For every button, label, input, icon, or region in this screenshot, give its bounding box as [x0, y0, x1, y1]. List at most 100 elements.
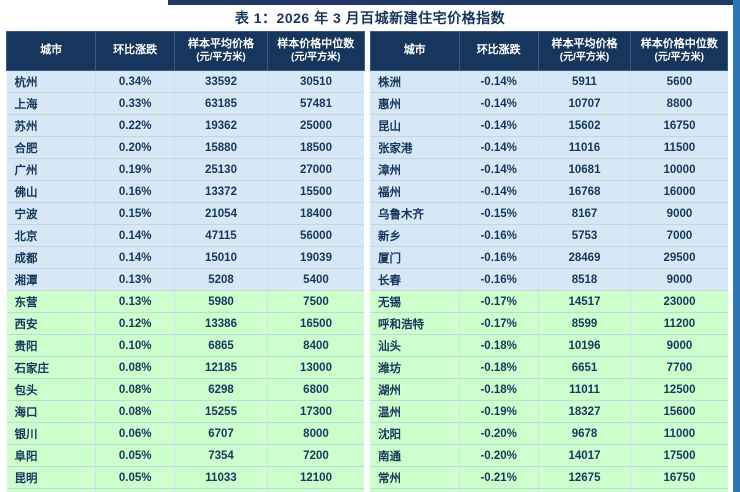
- right-border-strip: [733, 0, 740, 492]
- median-price-cell: 11200: [630, 312, 728, 335]
- city-cell: 宁波: [6, 202, 96, 225]
- city-cell: 温州: [370, 400, 460, 423]
- city-cell: 佛山: [6, 180, 96, 203]
- city-cell: 阜阳: [6, 444, 96, 467]
- change-cell: -0.16%: [458, 246, 539, 269]
- column-header: 样本平均价格 (元/平方米): [174, 31, 268, 71]
- city-cell: 福州: [370, 180, 460, 203]
- table-row: 成都 0.14% 15010 19039: [6, 246, 364, 269]
- table-row: 海口 0.08% 15255 17300: [6, 400, 364, 423]
- column-header: 城市: [5, 31, 97, 71]
- change-cell: -0.16%: [458, 224, 539, 247]
- median-price-cell: 12500: [630, 378, 728, 401]
- median-price-cell: 15500: [266, 180, 364, 203]
- avg-price-cell: 15010: [174, 246, 268, 269]
- change-cell: 0.10%: [95, 334, 175, 357]
- avg-price-cell: 21054: [174, 202, 268, 225]
- median-price-cell: 18500: [266, 136, 364, 159]
- median-price-cell: 19039: [266, 246, 364, 269]
- table-row: 重庆(主城区)0.04%1137113000: [6, 488, 364, 492]
- median-price-cell: 6950: [630, 488, 728, 492]
- median-price-cell: 7700: [630, 356, 728, 379]
- city-cell: 沈阳: [370, 422, 460, 445]
- avg-price-cell: 15602: [537, 114, 631, 137]
- avg-price-cell: 10196: [537, 334, 631, 357]
- table-row: 厦门 -0.16% 28469 29500: [370, 246, 728, 269]
- median-price-cell: 9000: [630, 334, 728, 357]
- price-index-table: 城市 环比涨跌 样本平均价格 (元/平方米) 样本价格中位数 (元/平方米) 株洲 -0.14…: [369, 31, 729, 492]
- city-cell: 昆明: [6, 466, 96, 489]
- change-cell: -0.18%: [458, 334, 539, 357]
- median-price-cell: 13000: [266, 356, 364, 379]
- avg-price-cell: 13386: [174, 312, 268, 335]
- column-header: 环比涨跌: [95, 31, 176, 71]
- median-price-cell: 8800: [630, 92, 728, 115]
- city-cell: 石家庄: [6, 356, 96, 379]
- table-row: 潍坊 -0.18% 6651 7700: [370, 356, 728, 379]
- table-row: 昆明 0.05% 11033 12100: [6, 466, 364, 489]
- city-cell: 常州: [370, 466, 460, 489]
- avg-price-cell: 6651: [537, 356, 631, 379]
- median-price-cell: 15600: [630, 400, 728, 423]
- avg-price-cell: 11016: [537, 136, 631, 159]
- city-cell: 湘潭: [6, 268, 96, 291]
- table-row: 沈阳 -0.20% 9678 11000: [370, 422, 728, 445]
- city-cell: 南通: [370, 444, 460, 467]
- avg-price-cell: 8167: [537, 202, 631, 225]
- city-cell: 北京: [6, 224, 96, 247]
- median-price-cell: 7200: [266, 444, 364, 467]
- change-cell: -0.14%: [458, 180, 539, 203]
- table-row: 南通 -0.20% 14017 17500: [370, 444, 728, 467]
- change-cell: 0.06%: [95, 422, 175, 445]
- change-cell: 0.14%: [95, 246, 175, 269]
- city-cell: 昆山: [370, 114, 460, 137]
- top-border-strip: [0, 0, 740, 5]
- avg-price-cell: 6557: [537, 488, 631, 492]
- avg-price-cell: 6707: [174, 422, 268, 445]
- column-header-unit: (元/平方米): [559, 51, 610, 63]
- city-cell: 新乡: [370, 224, 460, 247]
- avg-price-cell: 5980: [174, 290, 268, 313]
- avg-price-cell: 33592: [174, 70, 268, 93]
- table-row: 昆山 -0.14% 15602 16750: [370, 114, 728, 137]
- avg-price-cell: 5208: [174, 268, 268, 291]
- median-price-cell: 16750: [630, 466, 728, 489]
- city-cell: 乌鲁木齐: [370, 202, 460, 225]
- median-price-cell: 10000: [630, 158, 728, 181]
- column-header: 环比涨跌: [458, 31, 539, 71]
- change-cell: -0.18%: [458, 378, 539, 401]
- change-cell: -0.18%: [458, 356, 539, 379]
- table-row: 东营 0.13% 5980 7500: [6, 290, 364, 313]
- median-price-cell: 29500: [630, 246, 728, 269]
- change-cell: 0.05%: [95, 466, 175, 489]
- change-cell: -0.14%: [458, 92, 539, 115]
- change-cell: 0.08%: [95, 400, 175, 423]
- avg-price-cell: 10707: [537, 92, 631, 115]
- avg-price-cell: 14517: [537, 290, 631, 313]
- change-cell: -0.17%: [458, 290, 539, 313]
- avg-price-cell: 7354: [174, 444, 268, 467]
- column-header: 样本价格中位数 (元/平方米): [266, 31, 365, 71]
- avg-price-cell: 15255: [174, 400, 268, 423]
- median-price-cell: 30510: [266, 70, 364, 93]
- table-row: 无锡 -0.17% 14517 23000: [370, 290, 728, 313]
- avg-price-cell: 12675: [537, 466, 631, 489]
- avg-price-cell: 18327: [537, 400, 631, 423]
- change-cell: -0.19%: [458, 400, 539, 423]
- change-cell: 0.19%: [95, 158, 175, 181]
- median-price-cell: 27000: [266, 158, 364, 181]
- median-price-cell: 11500: [630, 136, 728, 159]
- table-row: 德州-0.21%65576950: [370, 488, 728, 492]
- median-price-cell: 56000: [266, 224, 364, 247]
- median-price-cell: 16000: [630, 180, 728, 203]
- avg-price-cell: 19362: [174, 114, 268, 137]
- table-row: 汕头 -0.18% 10196 9000: [370, 334, 728, 357]
- change-cell: 0.13%: [95, 290, 175, 313]
- table-row: 张家港 -0.14% 11016 11500: [370, 136, 728, 159]
- table-title: 表 1：2026 年 3 月百城新建住宅价格指数: [234, 10, 506, 26]
- city-cell: 重庆(主城区): [6, 488, 96, 492]
- city-cell: 湖州: [370, 378, 460, 401]
- city-cell: 合肥: [6, 136, 96, 159]
- change-cell: 0.04%: [95, 488, 175, 492]
